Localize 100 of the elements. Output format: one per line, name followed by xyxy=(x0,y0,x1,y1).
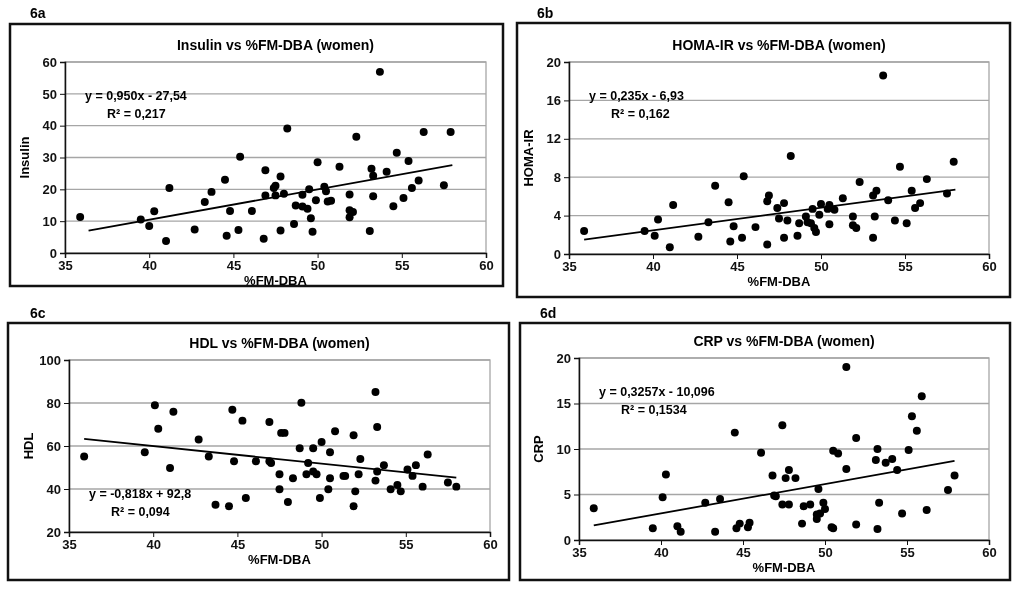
point xyxy=(830,205,839,214)
y-tick-label: 8 xyxy=(553,169,561,185)
chart-title: CRP vs %FM-DBA (women) xyxy=(693,333,875,349)
point xyxy=(283,124,292,133)
y-tick-label: 60 xyxy=(46,438,61,454)
annotation: R² = 0,162 xyxy=(611,107,670,121)
point xyxy=(302,470,311,479)
point xyxy=(793,231,802,240)
point xyxy=(349,502,358,511)
point xyxy=(295,444,304,453)
y-tick-label: 20 xyxy=(42,181,57,197)
x-tick-label: 35 xyxy=(562,259,577,275)
y-tick-label: 20 xyxy=(546,54,561,70)
point xyxy=(404,157,413,165)
point xyxy=(283,497,292,506)
point xyxy=(389,202,398,211)
point xyxy=(763,240,772,249)
point xyxy=(439,181,448,190)
point xyxy=(730,428,739,437)
point xyxy=(275,485,284,494)
point xyxy=(895,162,904,171)
point xyxy=(665,243,674,252)
point xyxy=(711,181,720,190)
point xyxy=(916,199,925,208)
chart-title: HDL vs %FM-DBA (women) xyxy=(189,335,370,351)
point xyxy=(764,191,773,200)
y-axis-title: Insulin xyxy=(17,136,32,179)
y-tick-label: 50 xyxy=(42,86,57,102)
point xyxy=(367,164,376,173)
point xyxy=(580,226,589,235)
y-axis-title: HDL xyxy=(21,432,36,460)
y-tick-label: 60 xyxy=(42,54,57,70)
point xyxy=(407,184,416,193)
y-tick-label: 40 xyxy=(46,481,61,497)
point xyxy=(738,233,747,242)
point xyxy=(852,520,861,529)
point xyxy=(311,196,320,205)
point xyxy=(711,527,720,536)
point xyxy=(154,424,163,433)
point xyxy=(354,470,363,479)
point xyxy=(386,485,395,494)
point xyxy=(324,485,333,494)
point xyxy=(236,152,245,161)
point xyxy=(317,437,326,446)
point xyxy=(351,487,360,496)
point xyxy=(949,157,958,166)
annotation: y = 0,950x - 27,54 xyxy=(85,89,187,103)
point xyxy=(165,184,174,193)
point xyxy=(140,448,149,457)
point xyxy=(888,455,897,463)
point xyxy=(222,231,231,240)
point xyxy=(371,476,380,485)
point xyxy=(352,132,361,141)
point xyxy=(349,431,358,440)
y-tick-label: 16 xyxy=(546,93,561,109)
point xyxy=(775,214,783,223)
point xyxy=(729,222,738,231)
point xyxy=(838,194,847,203)
point xyxy=(873,445,882,453)
point xyxy=(224,502,233,511)
point xyxy=(276,226,285,235)
point xyxy=(907,186,916,195)
point xyxy=(238,416,247,425)
point xyxy=(848,212,857,221)
x-axis-title: %FM-DBA xyxy=(244,273,308,288)
y-tick-label: 40 xyxy=(42,118,57,134)
x-tick-label: 55 xyxy=(900,545,915,561)
point xyxy=(773,203,782,212)
point xyxy=(842,465,851,473)
point xyxy=(834,449,843,458)
point xyxy=(399,193,408,202)
point xyxy=(303,204,312,213)
point xyxy=(855,178,864,186)
point xyxy=(658,493,667,502)
point xyxy=(331,427,340,436)
point xyxy=(309,444,318,453)
x-tick-label: 55 xyxy=(395,258,410,274)
point xyxy=(251,457,260,466)
point xyxy=(230,457,239,466)
point xyxy=(815,210,824,219)
point xyxy=(816,509,825,518)
y-tick-label: 0 xyxy=(563,532,571,548)
y-tick-label: 20 xyxy=(46,524,61,540)
x-axis-title: %FM-DBA xyxy=(747,274,812,289)
point xyxy=(375,67,384,76)
point xyxy=(211,500,220,509)
chart-title: Insulin vs %FM-DBA (women) xyxy=(176,37,375,53)
point xyxy=(259,234,268,243)
point xyxy=(872,186,881,195)
point xyxy=(904,445,913,454)
point xyxy=(735,519,744,528)
x-tick-label: 50 xyxy=(814,259,829,275)
point xyxy=(204,452,213,461)
x-tick-label: 45 xyxy=(736,545,751,561)
point xyxy=(80,452,89,461)
point xyxy=(247,207,256,215)
point xyxy=(308,227,317,236)
x-tick-label: 50 xyxy=(818,545,833,561)
point xyxy=(371,388,380,397)
point xyxy=(291,201,300,210)
